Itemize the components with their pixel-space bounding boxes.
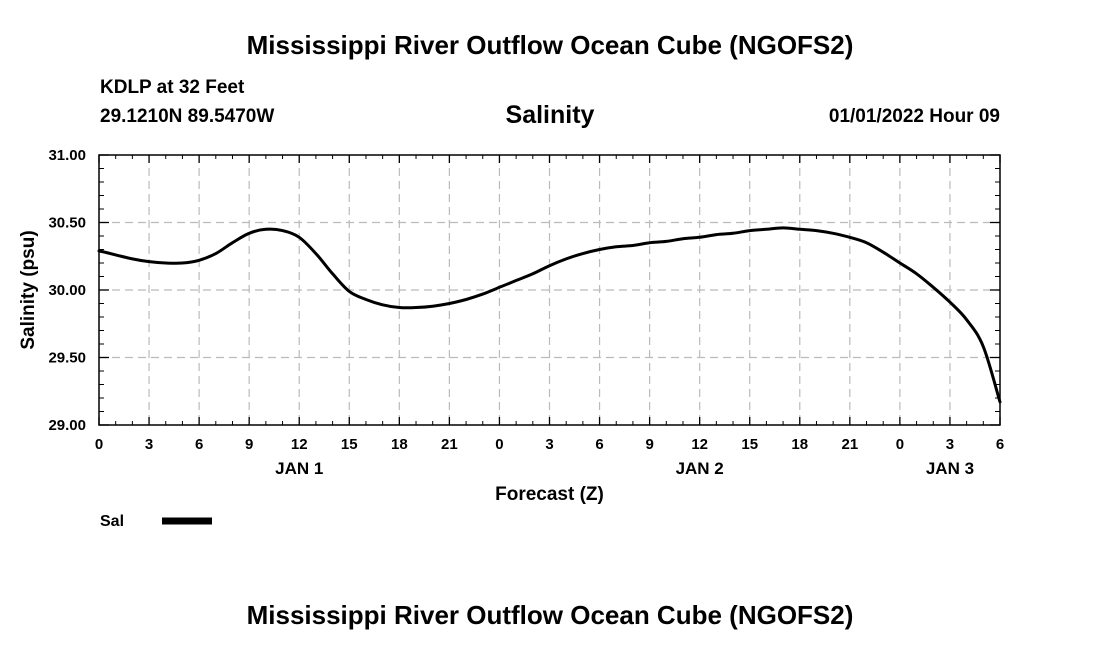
plot-frame bbox=[98, 154, 1001, 426]
grid-lines bbox=[99, 155, 1000, 425]
x-tick-label: 18 bbox=[391, 436, 408, 453]
y-tick-label: 31.00 bbox=[48, 147, 86, 164]
y-axis-title: Salinity (psu) bbox=[18, 230, 39, 349]
x-tick-label: 3 bbox=[545, 436, 553, 453]
y-tick-label: 30.50 bbox=[48, 215, 86, 232]
x-tick-label: 0 bbox=[495, 436, 503, 453]
day-label: JAN 2 bbox=[676, 459, 724, 478]
x-tick-label: 3 bbox=[145, 436, 153, 453]
y-tick-label: 29.50 bbox=[48, 350, 86, 367]
x-tick-label: 6 bbox=[595, 436, 603, 453]
x-tick-label: 21 bbox=[441, 436, 458, 453]
x-tick-label: 12 bbox=[291, 436, 308, 453]
footer-title: Mississippi River Outflow Ocean Cube (NG… bbox=[246, 600, 854, 630]
x-tick-label: 0 bbox=[896, 436, 904, 453]
parameter-title: Salinity bbox=[505, 101, 595, 129]
x-tick-label: 6 bbox=[195, 436, 203, 453]
station-coords: 29.1210N 89.5470W bbox=[100, 106, 275, 127]
legend-label: Sal bbox=[100, 513, 124, 530]
y-tick-label: 29.00 bbox=[48, 417, 86, 434]
x-tick-label: 9 bbox=[645, 436, 653, 453]
day-label: JAN 1 bbox=[275, 459, 323, 478]
y-tick-label: 30.00 bbox=[48, 282, 86, 299]
x-tick-label: 21 bbox=[841, 436, 858, 453]
x-tick-label: 12 bbox=[691, 436, 708, 453]
x-tick-label: 0 bbox=[95, 436, 103, 453]
x-tick-label: 6 bbox=[996, 436, 1004, 453]
day-label: JAN 3 bbox=[926, 459, 974, 478]
axis-labels: 0 3 6 9 12 15 18 21 0 3 6 9 12 15 18 21 0 3 6 31.00 30.50 30.… bbox=[48, 147, 1004, 478]
x-tick-label: 18 bbox=[791, 436, 808, 453]
x-tick-label: 15 bbox=[341, 436, 358, 453]
forecast-datetime: 01/01/2022 Hour 09 bbox=[828, 106, 1000, 127]
x-axis-title: Forecast (Z) bbox=[495, 484, 604, 505]
x-tick-label: 3 bbox=[946, 436, 954, 453]
x-tick-label: 15 bbox=[741, 436, 758, 453]
x-tick-label: 9 bbox=[245, 436, 253, 453]
main-title: Mississippi River Outflow Ocean Cube (NG… bbox=[246, 30, 854, 60]
salinity-series-line bbox=[97, 226, 1002, 404]
station-label: KDLP at 32 Feet bbox=[100, 77, 245, 98]
